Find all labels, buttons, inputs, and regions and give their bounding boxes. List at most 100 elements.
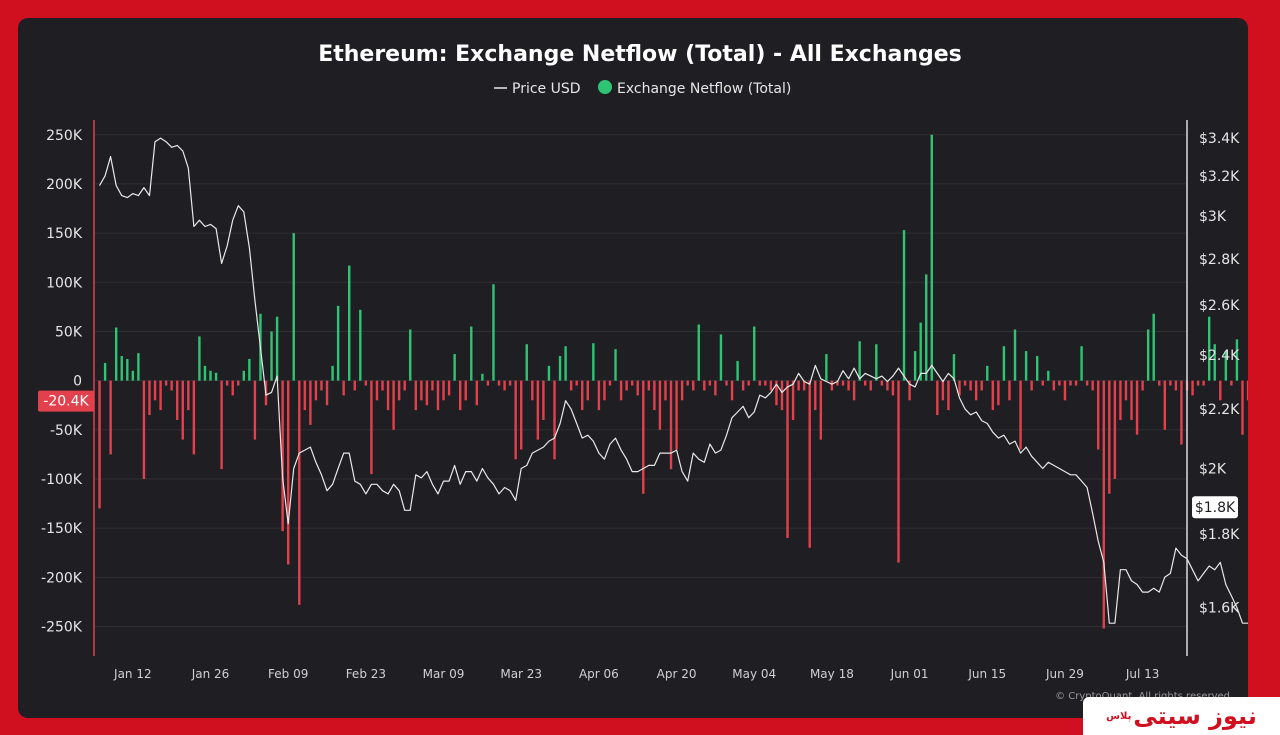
legend-netflow-label[interactable]: Exchange Netflow (Total): [617, 81, 791, 97]
netflow-bar: [153, 380, 157, 401]
netflow-bar: [1085, 380, 1089, 386]
chart-panel: Ethereum: Exchange Netflow (Total) - All…: [18, 18, 1248, 718]
netflow-bar: [198, 336, 201, 381]
logo-sub-text: پلاس: [1106, 710, 1132, 722]
netflow-bar: [1130, 380, 1133, 420]
netflow-bar: [103, 362, 107, 381]
netflow-bar: [1207, 316, 1211, 381]
netflow-bar: [614, 349, 617, 381]
chart-canvas: Ethereum: Exchange Netflow (Total) - All…: [38, 42, 1248, 702]
x-tick-label: Feb 23: [346, 667, 386, 681]
netflow-bar: [331, 365, 334, 381]
netflow-bar: [492, 284, 495, 381]
netflow-bar: [1091, 380, 1094, 391]
netflow-bar: [886, 380, 889, 391]
right-last-value-label: $1.8K: [1195, 500, 1236, 516]
netflow-bar: [514, 380, 517, 460]
netflow-bar: [1113, 380, 1117, 479]
netflow-bar: [286, 380, 290, 565]
netflow-bar: [309, 380, 312, 425]
netflow-bar: [1235, 339, 1239, 381]
left-axis-ticks: 250K 200K 150K 100K 50K 0 -50K -100K -150K -200K -…: [41, 128, 83, 636]
netflow-bar: [1246, 380, 1248, 401]
netflow-bar: [697, 324, 700, 381]
x-tick-label: Feb 09: [268, 667, 308, 681]
netflow-bar: [764, 380, 767, 386]
netflow-bar: [814, 380, 817, 411]
netflow-bar: [1097, 380, 1100, 450]
left-tick-label: -200K: [41, 570, 83, 586]
netflow-bar: [220, 380, 223, 470]
netflow-bar: [475, 380, 479, 406]
left-tick-label: 50K: [55, 324, 83, 340]
netflow-bar: [974, 380, 978, 401]
netflow-bar: [442, 380, 445, 401]
netflow-bar: [1052, 380, 1056, 391]
netflow-bar: [453, 354, 456, 381]
netflow-bar: [447, 380, 451, 396]
netflow-bar: [253, 380, 257, 440]
netflow-bar: [403, 380, 406, 391]
netflow-bar: [520, 380, 523, 450]
netflow-bar: [913, 351, 917, 381]
netflow-bar: [780, 380, 784, 411]
netflow-bar: [531, 380, 534, 401]
netflow-bar: [952, 354, 956, 381]
netflow-bar: [664, 380, 667, 401]
netflow-bar: [680, 380, 684, 401]
netflow-bar: [148, 380, 151, 416]
price-series: [98, 137, 1248, 624]
netflow-bar: [231, 380, 234, 396]
netflow-bar: [536, 380, 540, 440]
netflow-bar: [936, 380, 939, 416]
netflow-bar: [786, 380, 789, 538]
netflow-bar: [1119, 380, 1122, 420]
netflow-bar: [320, 380, 323, 391]
netflow-bar: [1047, 370, 1050, 381]
netflow-bar: [1063, 380, 1067, 401]
netflow-bar: [242, 370, 245, 381]
netflow-bar: [1102, 380, 1105, 629]
price-line: [98, 137, 1248, 624]
left-tick-label: 100K: [46, 275, 83, 291]
x-tick-label: Jun 15: [967, 667, 1006, 681]
netflow-bar: [248, 358, 251, 381]
right-tick-label: $2.8K: [1199, 252, 1240, 268]
netflow-bar: [692, 380, 695, 391]
netflow-bar: [825, 354, 828, 381]
chart-title: Ethereum: Exchange Netflow (Total) - All…: [318, 42, 962, 67]
netflow-bar: [109, 380, 112, 455]
netflow-bar: [852, 380, 856, 401]
netflow-bar: [414, 380, 417, 411]
netflow-bar: [486, 380, 490, 386]
netflow-bar: [836, 380, 839, 386]
netflow-bar: [897, 380, 900, 563]
legend[interactable]: Price USD Exchange Netflow (Total): [494, 80, 791, 97]
netflow-bar: [209, 370, 212, 381]
netflow-bar: [847, 380, 850, 391]
left-last-value-label: -20.4K: [43, 394, 89, 410]
netflow-bar: [714, 380, 717, 396]
netflow-bar: [275, 316, 279, 381]
netflow-bar: [292, 233, 295, 381]
netflow-bar: [703, 380, 706, 391]
left-last-value-badge: [38, 390, 94, 412]
netflow-bar: [986, 365, 989, 381]
netflow-bar: [608, 380, 612, 386]
news-site-logo: نیوز سیتی پلاس: [1083, 697, 1280, 735]
netflow-bar: [625, 380, 628, 391]
left-tick-label: -100K: [41, 472, 83, 488]
netflow-bar: [575, 380, 578, 386]
netflow-bar: [497, 380, 501, 386]
legend-price-label[interactable]: Price USD: [512, 81, 581, 97]
netflow-bar: [1213, 344, 1216, 381]
netflow-bar: [658, 380, 662, 430]
netflow-bar: [353, 380, 356, 391]
netflow-bar: [359, 309, 362, 381]
netflow-bar: [958, 380, 961, 396]
netflow-bar: [830, 380, 834, 391]
netflow-bar: [603, 380, 606, 401]
right-tick-label: $2.6K: [1199, 298, 1240, 314]
netflow-bar: [336, 305, 340, 381]
x-tick-label: Jun 01: [890, 667, 929, 681]
